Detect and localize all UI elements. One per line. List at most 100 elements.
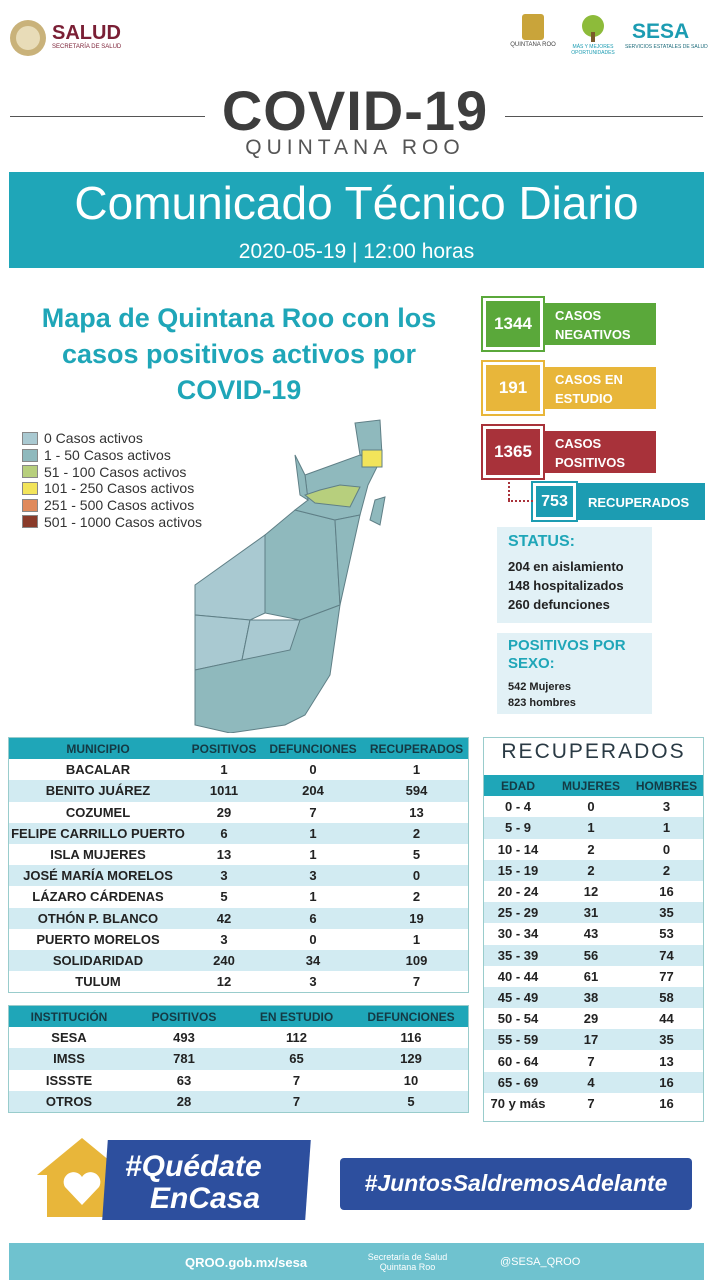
table-cell: 7 (309, 804, 317, 820)
table-cell: 16 (659, 884, 674, 900)
table-cell: 1 (309, 825, 317, 841)
salud-title: SALUD (52, 22, 121, 44)
table-cell: BACALAR (65, 762, 131, 778)
status-title: STATUS: (508, 533, 575, 550)
stat-label-box (543, 303, 656, 345)
table-cell: 116 (400, 1030, 422, 1046)
table-cell: OTROS (45, 1093, 93, 1109)
table-cell: 7 (292, 1072, 301, 1088)
table-cell: 2 (662, 862, 671, 878)
table-row: 25 - 29 31 35 (484, 902, 703, 924)
table-cell: 2 (587, 841, 595, 857)
table-cell: 1 (412, 931, 421, 947)
table-cell: 34 (305, 952, 321, 968)
table-cell: IMSS (53, 1051, 85, 1067)
table-row: ISSSTE 63 7 10 (9, 1070, 468, 1091)
table-cell: 35 (659, 1032, 674, 1048)
status-item: 204 en aislamiento (508, 559, 624, 574)
connector (508, 500, 533, 503)
sex-list: 542 Mujeres 823 hombres (508, 679, 576, 711)
header-cell: EN ESTUDIO (259, 1009, 334, 1024)
table-row: PUERTO MORELOS 3 0 1 (9, 929, 468, 950)
table-cell: ISSSTE (45, 1072, 93, 1088)
table-cell: 7 (412, 974, 421, 990)
table-cell: 58 (659, 989, 674, 1005)
table-cell: 1 (309, 847, 317, 863)
table-row: 70 y más 7 16 (484, 1093, 703, 1114)
table-cell: 31 (583, 905, 599, 921)
stat-value: 753 (531, 481, 578, 522)
table-cell: OTHÓN P. BLANCO (37, 910, 159, 926)
table-cell: 0 (309, 762, 317, 778)
table-cell: 29 (216, 804, 232, 820)
instituciones-table: INSTITUCIÓN POSITIVOS EN ESTUDIO DEFUNCIONE… (8, 1005, 469, 1113)
header-cell: POSITIVOS (151, 1009, 217, 1024)
table-cell: 42 (216, 910, 232, 926)
table-cell: 43 (583, 926, 599, 942)
recuperados-box (483, 737, 704, 1122)
table-row: 50 - 54 29 44 (484, 1008, 703, 1029)
table-row: 30 - 34 43 53 (484, 923, 703, 944)
table-cell: 60 - 64 (497, 1053, 539, 1069)
table-cell: 20 - 24 (497, 884, 539, 900)
footer (9, 1243, 704, 1280)
table-cell: 3 (309, 974, 317, 990)
header-cell: EDAD (500, 778, 535, 793)
tag1b: EnCasa (150, 1182, 261, 1215)
table-cell: 55 - 59 (497, 1032, 539, 1048)
table-row: 5 - 9 1 1 (484, 817, 703, 839)
table-cell: 35 (659, 905, 674, 921)
table-row: FELIPE CARRILLO PUERTO 6 1 2 (9, 822, 468, 844)
stat-label-box (576, 483, 705, 520)
stat-value: 191 (481, 360, 545, 416)
table-cell: ISLA MUJERES (50, 847, 146, 863)
recuperados-title: RECUPERADOS (501, 740, 686, 763)
table-cell: 50 - 54 (497, 1011, 539, 1027)
tag1a: #Quédate (125, 1150, 262, 1183)
table-cell: 6 (220, 825, 228, 841)
table-cell: 3 (220, 868, 228, 884)
table-cell: 1 (412, 762, 421, 778)
legend-item: 1 - 50 Casos activos (22, 447, 202, 464)
legend-swatch (22, 481, 38, 495)
table-cell: SOLIDARIDAD (52, 952, 144, 968)
table-cell: COZUMEL (65, 804, 131, 820)
legend-item: 51 - 100 Casos activos (22, 463, 202, 480)
table-cell: 1 (662, 820, 671, 836)
legend: 0 Casos activos 1 - 50 Casos activos 51 - … (22, 430, 202, 530)
status-item: 148 hospitalizados (508, 578, 624, 593)
recuperados-table: EDAD MUJERES HOMBRES 0 - 4 0 3 5 - 9 1 1 10 - 14 2… (484, 775, 703, 1114)
table-cell: 7 (292, 1093, 301, 1109)
table-cell: 112 (286, 1030, 307, 1046)
table-row: LÁZARO CÁRDENAS 5 1 2 (9, 886, 468, 907)
table-cell: 3 (220, 931, 228, 947)
legend-swatch (22, 431, 38, 445)
table-cell: 65 (289, 1051, 304, 1067)
table-cell: 35 - 39 (497, 947, 539, 963)
table-header: INSTITUCIÓN POSITIVOS EN ESTUDIO DEFUNCIONE… (9, 1006, 468, 1028)
table-row: 0 - 4 0 3 (484, 796, 703, 817)
table-cell: 4 (587, 1074, 595, 1090)
table-row: 55 - 59 17 35 (484, 1029, 703, 1051)
legend-item: 251 - 500 Casos activos (22, 497, 202, 514)
footer-web: QROO.gob.mx/sesa (185, 1255, 308, 1270)
table-cell: 5 (412, 847, 421, 863)
table-cell: 70 y más (490, 1095, 546, 1111)
table-cell: 10 - 14 (497, 841, 539, 857)
stat-label-box (543, 431, 656, 473)
table-cell: 493 (173, 1030, 195, 1046)
status-list: 204 en aislamiento 148 hospitalizados 260 … (508, 557, 624, 614)
table-row: SOLIDARIDAD 240 34 109 (9, 949, 468, 972)
table-cell: 53 (659, 926, 674, 942)
table-row: BENITO JUÁREZ 1011 204 594 (9, 780, 468, 802)
legend-item: 0 Casos activos (22, 430, 202, 447)
table-cell: 5 - 9 (504, 820, 531, 836)
stat-value: 1365 (481, 424, 545, 480)
status-item: 260 defunciones (508, 597, 610, 612)
tag2: #JuntosSaldremosAdelante (364, 1170, 668, 1196)
stat-label: CASOS POSITIVOS (555, 436, 626, 470)
table-cell: JOSÉ MARÍA MORELOS (23, 868, 173, 884)
legend-label: 0 Casos activos (44, 430, 143, 447)
banner-date: 2020-05-19 | 12:00 horas (238, 240, 475, 263)
table-cell: 2 (587, 862, 595, 878)
